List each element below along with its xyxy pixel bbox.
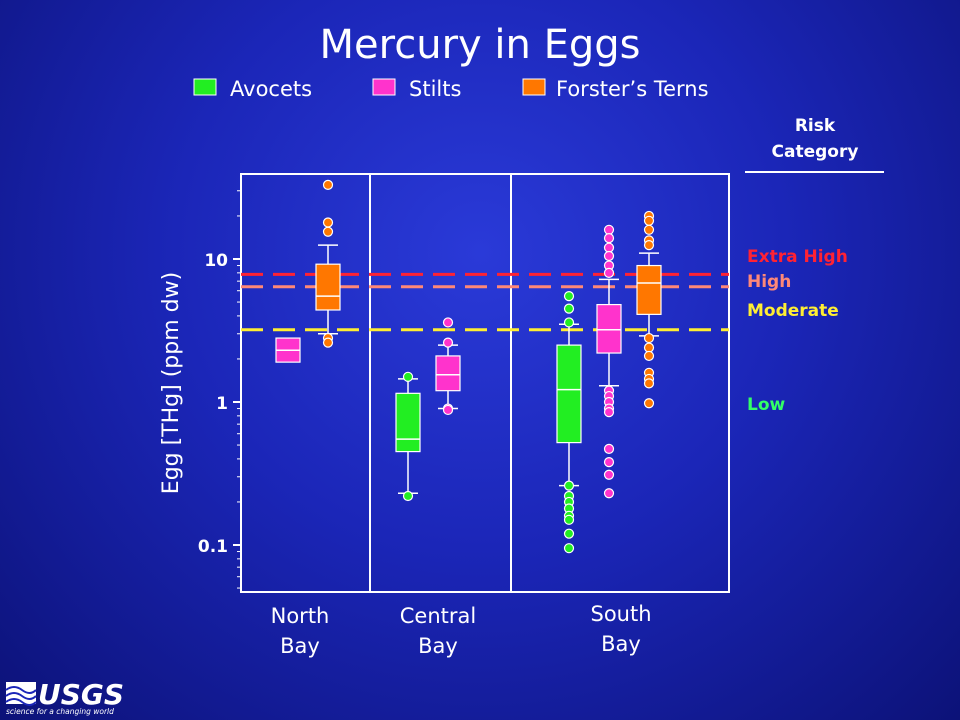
outlier-point [442,317,454,328]
outlier-point [563,480,575,491]
box-iqr [556,344,582,444]
outlier-point [643,398,655,409]
outlier-point [322,226,334,237]
outlier-point [563,291,575,302]
box-iqr [395,392,421,453]
box-stilts-north-bay [275,337,301,363]
region-labels: North Bay Central Bay South Bay [271,602,652,658]
outlier-point [643,350,655,362]
outlier-point [603,443,615,454]
legend-label-avocets: Avocets [230,77,312,101]
risk-heading-line2: Category [772,142,859,162]
box-forster-s-terns-south-bay [636,210,662,409]
legend-label-stilts: Stilts [409,77,461,101]
outlier-point [603,233,615,244]
outlier-point [563,303,575,314]
box-forster-s-terns-north-bay [315,179,341,348]
outlier-point [322,179,334,190]
plot-panels [240,173,730,593]
outlier-point [603,406,615,418]
legend-swatch-stilts [372,78,396,96]
region-label-central-line1: Central [400,604,476,628]
usgs-logo: USGS science for a changing world [5,678,124,716]
y-tick-label: 10 [204,251,228,271]
legend: Avocets Stilts Forster’s Terns [193,77,709,101]
outlier-point [643,332,655,344]
outlier-point [643,378,655,389]
risk-label-moderate: Moderate [747,301,839,321]
risk-heading-line1: Risk [795,116,836,136]
outlier-point [643,342,655,353]
outlier-point [643,224,655,235]
outlier-point [563,543,575,554]
usgs-logo-text: USGS [38,678,124,711]
y-tick-label: 1 [216,394,228,414]
outlier-point [322,217,334,228]
box-iqr [596,303,622,354]
outlier-point [603,250,615,262]
outlier-point [603,469,615,480]
outlier-point [643,240,655,251]
legend-swatch-avocets [193,78,217,96]
y-axis: 0.1 1 10 [198,190,241,589]
outlier-point [563,528,575,539]
outlier-point [603,267,615,278]
region-label-south-line2: Bay [601,632,641,656]
usgs-tagline: science for a changing world [6,707,114,716]
outlier-point [603,224,615,235]
box-iqr [435,355,461,392]
region-label-north-line2: Bay [280,634,320,658]
box-stilts-central-bay [435,317,461,416]
box-avocets-south-bay [556,291,582,554]
panel-south-bay [510,173,730,593]
box-stilts-south-bay [596,224,622,499]
chart-title: Mercury in Eggs [320,22,641,68]
box-iqr [636,264,662,315]
risk-label-extra-high: Extra High [747,247,848,267]
outlier-point [603,242,615,253]
outlier-point [442,337,454,348]
outlier-point [402,490,414,502]
outlier-point [402,371,414,382]
outlier-point [442,404,454,416]
outlier-point [603,488,615,499]
region-label-north-line1: North [271,604,330,628]
outlier-point [563,317,575,328]
legend-swatch-forsters-terns [522,78,546,96]
region-label-south-line1: South [590,602,651,626]
outlier-point [563,514,575,525]
risk-label-low: Low [747,395,786,415]
y-axis-label: Egg [THg] (ppm dw) [159,272,184,494]
panel-north-bay [240,173,371,593]
box-iqr [315,263,341,311]
region-label-central-line2: Bay [418,634,458,658]
risk-label-high: High [747,272,791,292]
box-avocets-central-bay [395,371,421,502]
legend-label-forsters-terns: Forster’s Terns [556,77,709,101]
usgs-wave-icon [5,682,37,706]
box-plots [275,179,662,554]
outlier-point [643,215,655,226]
outlier-point [322,337,334,348]
outlier-point [603,456,615,468]
y-tick-label: 0.1 [198,537,228,557]
